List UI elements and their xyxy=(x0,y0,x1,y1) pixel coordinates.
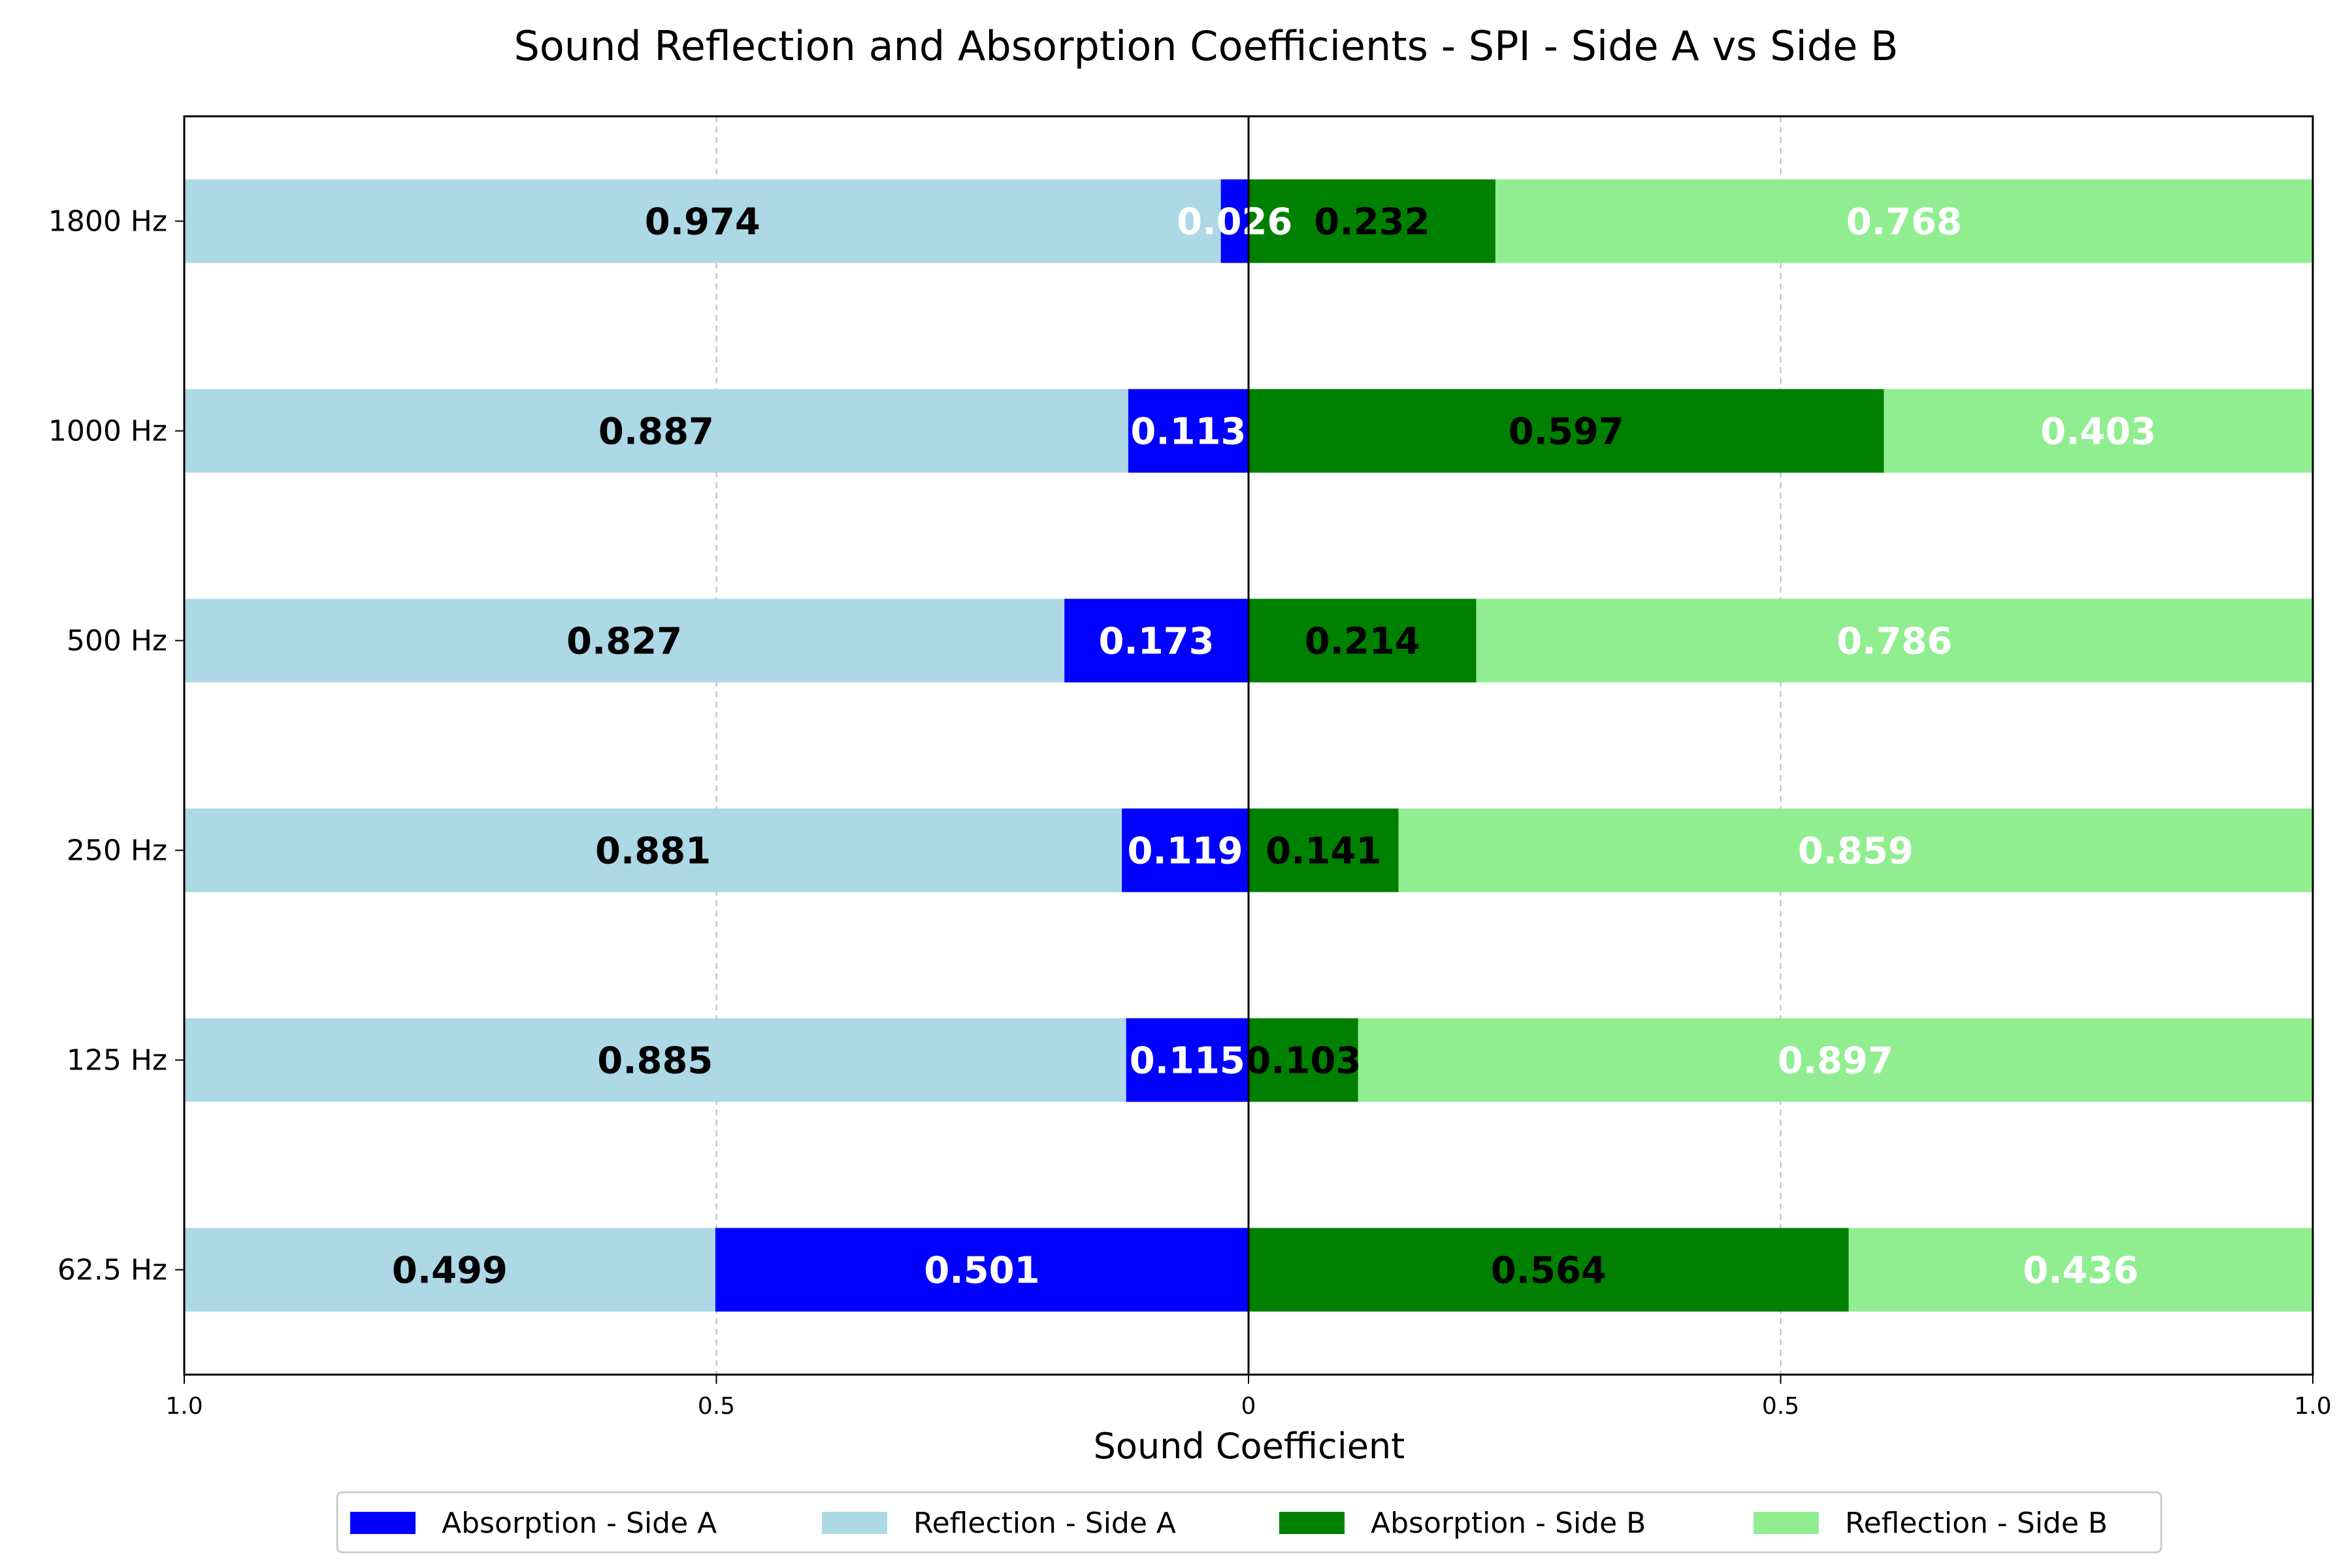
legend-label: Absorption - Side A xyxy=(442,1507,717,1540)
bar-reflection-side-a-2 xyxy=(184,808,1122,892)
legend-swatch xyxy=(1279,1512,1345,1534)
bar-reflection-side-a-4 xyxy=(184,389,1128,473)
x-tick-label: 1.0 xyxy=(165,1393,203,1420)
legend: Absorption - Side A Reflection - Side A Ab… xyxy=(336,1491,2163,1554)
value-label: 0.564 xyxy=(1491,1250,1607,1292)
bar-absorption-side-b-0 xyxy=(1249,1228,1849,1312)
bar-absorption-side-b-2 xyxy=(1249,808,1399,892)
legend-box xyxy=(336,1491,2163,1554)
bar-absorption-side-b-4 xyxy=(1249,389,1884,473)
value-label: 0.827 xyxy=(566,621,682,663)
x-tick-label: 0.5 xyxy=(698,1393,735,1420)
value-label: 0.026 xyxy=(1177,201,1292,244)
bar-reflection-side-a-0 xyxy=(184,1228,715,1312)
x-axis: 1.0 0.5 0 0.5 1.0 xyxy=(165,1375,2332,1420)
value-label: 0.103 xyxy=(1245,1040,1361,1083)
x-tick-label: 0.5 xyxy=(1762,1393,1799,1420)
y-tick-label: 125 Hz xyxy=(67,1044,167,1077)
bar-reflection-side-b-3 xyxy=(1476,598,2313,683)
value-label: 0.119 xyxy=(1128,830,1243,873)
bar-absorption-side-a-0 xyxy=(715,1228,1249,1312)
bar-reflection-side-b-1 xyxy=(1358,1018,2313,1102)
y-tick-label: 250 Hz xyxy=(67,834,167,868)
y-axis: 62.5 Hz 125 Hz 250 Hz 500 Hz 1000 Hz 1800 Hz xyxy=(48,205,184,1287)
legend-swatch xyxy=(350,1512,416,1534)
value-label: 0.436 xyxy=(2023,1250,2138,1292)
legend-swatch xyxy=(822,1512,887,1534)
value-label: 0.974 xyxy=(645,201,760,244)
bar-absorption-side-a-5 xyxy=(1220,179,1249,263)
value-label: 0.786 xyxy=(1837,621,1952,663)
value-label: 0.768 xyxy=(1846,201,1962,244)
value-label: 0.232 xyxy=(1314,201,1429,244)
value-label: 0.214 xyxy=(1305,621,1420,663)
bar-absorption-side-a-3 xyxy=(1064,598,1249,683)
value-label: 0.115 xyxy=(1130,1040,1245,1083)
bar-reflection-side-a-1 xyxy=(184,1018,1126,1102)
value-labels: 0.499 0.501 0.564 0.436 0.885 0.115 0.103 0.897… xyxy=(392,201,2156,1292)
bar-reflection-side-b-0 xyxy=(1848,1228,2313,1312)
chart-title: Sound Reflection and Absorption Coeffici… xyxy=(514,22,1898,70)
legend-label: Reflection - Side A xyxy=(913,1507,1176,1540)
value-label: 0.881 xyxy=(595,830,711,873)
bar-reflection-side-b-2 xyxy=(1398,808,2313,892)
y-tick-label: 1000 Hz xyxy=(48,415,167,448)
y-tick-label: 62.5 Hz xyxy=(57,1254,167,1287)
value-label: 0.501 xyxy=(924,1250,1039,1292)
x-tick-label: 0 xyxy=(1241,1393,1256,1420)
value-label: 0.499 xyxy=(392,1250,508,1292)
bar-reflection-side-a-5 xyxy=(184,179,1221,263)
grid xyxy=(715,116,1782,1375)
value-label: 0.113 xyxy=(1130,411,1246,453)
bar-absorption-side-b-5 xyxy=(1249,179,1495,263)
bar-absorption-side-b-3 xyxy=(1249,598,1477,683)
bar-absorption-side-a-1 xyxy=(1126,1018,1249,1102)
value-label: 0.859 xyxy=(1798,830,1914,873)
y-tick-label: 1800 Hz xyxy=(48,205,167,238)
value-label: 0.897 xyxy=(1778,1040,1893,1083)
bar-absorption-side-b-1 xyxy=(1249,1018,1358,1102)
value-label: 0.173 xyxy=(1099,621,1215,663)
legend-label: Reflection - Side B xyxy=(1845,1507,2108,1540)
value-label: 0.885 xyxy=(597,1040,713,1083)
x-axis-label: Sound Coefficient xyxy=(1094,1426,1405,1467)
legend-swatch xyxy=(1754,1512,1819,1534)
bar-absorption-side-a-4 xyxy=(1128,389,1249,473)
bar-reflection-side-a-3 xyxy=(184,598,1065,683)
bar-reflection-side-b-5 xyxy=(1495,179,2313,263)
bars xyxy=(184,179,2313,1312)
value-label: 0.141 xyxy=(1266,830,1381,873)
value-label: 0.403 xyxy=(2040,411,2156,453)
x-tick-label: 1.0 xyxy=(2294,1393,2331,1420)
legend-label: Absorption - Side B xyxy=(1371,1507,1646,1540)
bar-absorption-side-a-2 xyxy=(1122,808,1249,892)
y-tick-label: 500 Hz xyxy=(67,625,167,658)
value-label: 0.887 xyxy=(598,411,714,453)
value-label: 0.597 xyxy=(1509,411,1624,453)
bar-reflection-side-b-4 xyxy=(1884,389,2313,473)
